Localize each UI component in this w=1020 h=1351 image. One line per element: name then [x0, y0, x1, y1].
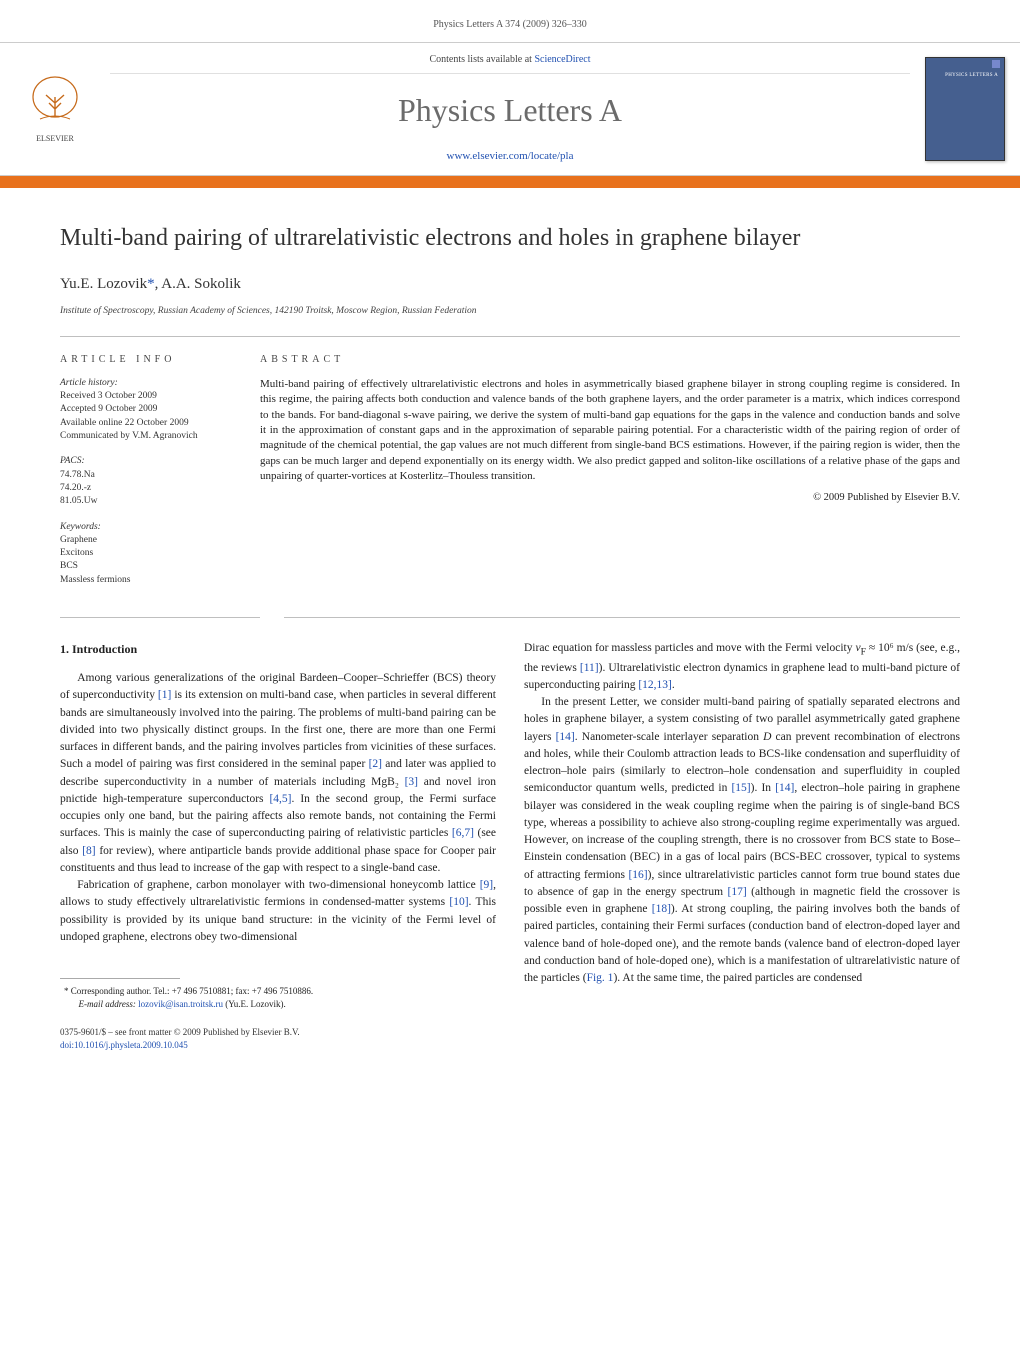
keywords-label: Keywords:	[60, 521, 236, 534]
cover-badge-icon	[992, 60, 1000, 68]
author-1: Yu.E. Lozovik	[60, 276, 147, 292]
intro-p1: Among various generalizations of the ori…	[60, 670, 496, 877]
intro-p3: Dirac equation for massless particles an…	[524, 640, 960, 694]
affiliation: Institute of Spectroscopy, Russian Acade…	[60, 305, 960, 318]
intro-p4: In the present Letter, we consider multi…	[524, 694, 960, 987]
article-info-heading: article info	[60, 353, 236, 367]
running-head: Physics Letters A 374 (2009) 326–330	[0, 0, 1020, 42]
masthead-center: Contents lists available at ScienceDirec…	[110, 43, 910, 174]
article-content: Multi-band pairing of ultrarelativistic …	[0, 222, 1020, 1081]
online-date: Available online 22 October 2009	[60, 417, 236, 430]
journal-cover-area: PHYSICS LETTERS A	[910, 43, 1020, 175]
article-title: Multi-band pairing of ultrarelativistic …	[60, 222, 960, 256]
ref-link[interactable]: [17]	[728, 886, 747, 898]
journal-homepage: www.elsevier.com/locate/pla	[110, 149, 910, 164]
figure-link[interactable]: Fig. 1	[587, 972, 614, 984]
keyword: Excitons	[60, 547, 236, 560]
pacs-code: 74.78.Na	[60, 469, 236, 482]
history-label: Article history:	[60, 377, 236, 390]
ref-link[interactable]: [1]	[158, 689, 171, 701]
article-info-column: article info Article history: Received 3…	[60, 353, 260, 599]
email-label: E-mail address:	[79, 999, 136, 1009]
ref-link[interactable]: [11]	[580, 662, 599, 674]
corresponding-mark-link[interactable]: *	[147, 276, 155, 292]
communicated-by: Communicated by V.M. Agranovich	[60, 430, 236, 443]
ref-link[interactable]: [10]	[449, 896, 468, 908]
doi-link[interactable]: doi:10.1016/j.physleta.2009.10.045	[60, 1040, 188, 1050]
ref-link[interactable]: [14]	[556, 731, 575, 743]
ref-link[interactable]: [2]	[369, 758, 382, 770]
ref-link[interactable]: [15]	[731, 782, 750, 794]
intro-p2: Fabrication of graphene, carbon monolaye…	[60, 877, 496, 946]
ref-link[interactable]: [12,13]	[638, 679, 672, 691]
pacs-block: PACS: 74.78.Na 74.20.-z 81.05.Uw	[60, 455, 236, 508]
article-history: Article history: Received 3 October 2009…	[60, 377, 236, 443]
ref-link[interactable]: [4,5]	[269, 793, 291, 805]
corr-line1: * Corresponding author. Tel.: +7 496 751…	[64, 986, 313, 996]
author-2: A.A. Sokolik	[161, 276, 241, 292]
info-abstract-row: article info Article history: Received 3…	[60, 353, 960, 599]
orange-divider-bar	[0, 176, 1020, 188]
email-link[interactable]: lozovik@isan.troitsk.ru	[138, 999, 223, 1009]
abstract-copyright: © 2009 Published by Elsevier B.V.	[260, 491, 960, 506]
keywords-block: Keywords: Graphene Excitons BCS Massless…	[60, 521, 236, 587]
rule-under-info	[60, 617, 260, 618]
journal-cover-thumbnail: PHYSICS LETTERS A	[925, 57, 1005, 161]
page-footer: 0375-9601/$ – see front matter © 2009 Pu…	[60, 1026, 496, 1051]
section-1-title: 1. Introduction	[60, 640, 496, 658]
cover-label: PHYSICS LETTERS A	[945, 72, 998, 79]
body-two-column: 1. Introduction Among various generaliza…	[60, 640, 960, 1051]
corresponding-author-note: * Corresponding author. Tel.: +7 496 751…	[60, 985, 496, 1010]
email-owner: (Yu.E. Lozovik).	[225, 999, 286, 1009]
elsevier-tree-logo: ELSEVIER	[20, 69, 90, 149]
footnote-rule	[60, 978, 180, 979]
pacs-code: 81.05.Uw	[60, 495, 236, 508]
body-left-column: 1. Introduction Among various generaliza…	[60, 640, 496, 1051]
svg-text:ELSEVIER: ELSEVIER	[36, 134, 74, 143]
contents-prefix: Contents lists available at	[429, 54, 534, 65]
ref-link[interactable]: [6,7]	[452, 827, 474, 839]
abstract-column: abstract Multi-band pairing of effective…	[260, 353, 960, 599]
journal-homepage-link[interactable]: www.elsevier.com/locate/pla	[447, 150, 574, 162]
front-matter-line: 0375-9601/$ – see front matter © 2009 Pu…	[60, 1026, 496, 1039]
rule-top	[60, 336, 960, 337]
ref-link[interactable]: [9]	[480, 879, 493, 891]
ref-link[interactable]: [3]	[405, 776, 418, 788]
accepted-date: Accepted 9 October 2009	[60, 403, 236, 416]
contents-line: Contents lists available at ScienceDirec…	[110, 53, 910, 74]
journal-name: Physics Letters A	[110, 88, 910, 133]
pacs-label: PACS:	[60, 455, 236, 468]
ref-link[interactable]: [14]	[775, 782, 794, 794]
keyword: BCS	[60, 560, 236, 573]
pacs-code: 74.20.-z	[60, 482, 236, 495]
publisher-logo-area: ELSEVIER	[0, 51, 110, 167]
ref-link[interactable]: [8]	[82, 845, 95, 857]
abstract-text: Multi-band pairing of effectively ultrar…	[260, 377, 960, 485]
keyword: Massless fermions	[60, 574, 236, 587]
authors-line: Yu.E. Lozovik*, A.A. Sokolik	[60, 274, 960, 295]
body-right-column: Dirac equation for massless particles an…	[524, 640, 960, 1051]
ref-link[interactable]: [16]	[628, 869, 647, 881]
rule-under-abstract	[284, 617, 960, 618]
received-date: Received 3 October 2009	[60, 390, 236, 403]
ref-link[interactable]: [18]	[652, 903, 671, 915]
sciencedirect-link[interactable]: ScienceDirect	[534, 54, 590, 65]
keyword: Graphene	[60, 534, 236, 547]
abstract-heading: abstract	[260, 353, 960, 367]
masthead: ELSEVIER Contents lists available at Sci…	[0, 42, 1020, 176]
